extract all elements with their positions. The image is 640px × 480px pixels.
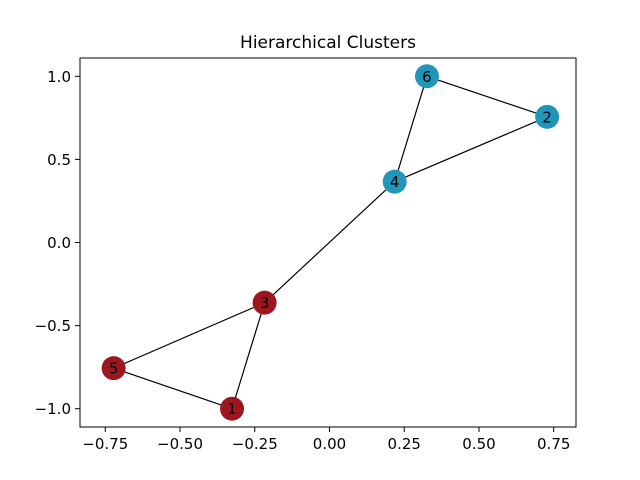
y-tick-label: 0.0: [47, 234, 71, 252]
node-3: [252, 290, 277, 315]
node-label-4: 4: [390, 173, 400, 191]
x-tick-label: −0.50: [157, 435, 203, 453]
x-tick-label: 0.25: [388, 435, 421, 453]
edge-3-5: [113, 302, 265, 369]
node-5: [101, 356, 126, 381]
y-tick-label: −1.0: [35, 400, 71, 418]
edges-layer: [113, 75, 548, 410]
y-tick-label: 0.5: [47, 151, 71, 169]
axes-layer: −0.75 −0.50 −0.25 0.00 0.25 0.50 0.75 1.0 0.5 0.0…: [35, 57, 577, 453]
nodes-layer: 1 2 3 4 5 6: [101, 64, 560, 421]
node-6: [414, 64, 439, 89]
edge-3-1: [231, 302, 266, 409]
chart-title: Hierarchical Clusters: [240, 33, 416, 53]
x-tick-label: −0.75: [82, 435, 128, 453]
x-tick-label: 0.75: [537, 435, 570, 453]
edge-4-3: [264, 181, 396, 304]
node-2: [535, 104, 560, 129]
x-tick-label: 0.00: [313, 435, 346, 453]
node-1: [220, 396, 245, 421]
edge-5-1: [113, 367, 233, 410]
node-label-1: 1: [227, 400, 237, 418]
node-label-5: 5: [109, 360, 119, 378]
node-label-6: 6: [422, 68, 432, 86]
plot-frame: [79, 57, 577, 428]
x-tick-label: −0.25: [232, 435, 278, 453]
node-4: [382, 169, 407, 194]
y-tick-label: 1.0: [47, 68, 71, 86]
x-tick-label: 0.50: [462, 435, 495, 453]
node-label-2: 2: [542, 108, 552, 126]
y-tick-label: −0.5: [35, 317, 71, 335]
edge-6-4: [394, 76, 428, 182]
edge-6-2: [426, 75, 548, 118]
edge-2-4: [394, 116, 548, 183]
node-label-3: 3: [260, 294, 270, 312]
